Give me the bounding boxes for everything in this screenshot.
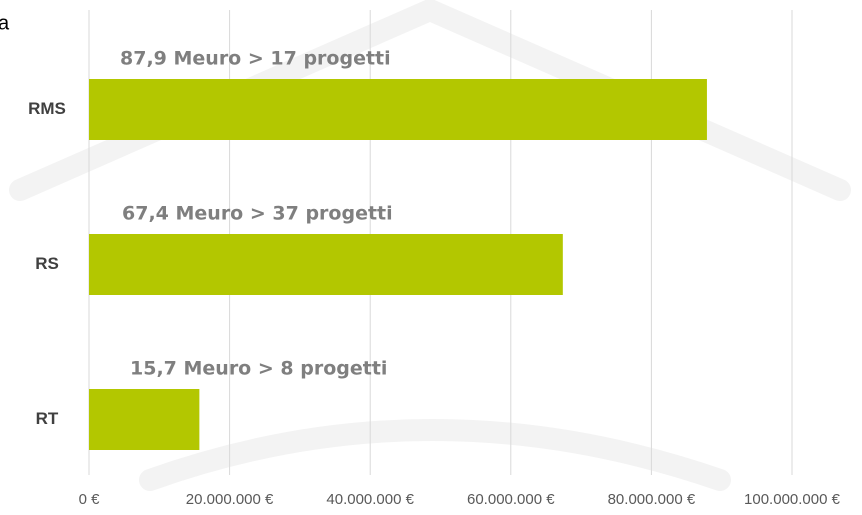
chart: a 0 € 20.000.000 € 40.000.000 € 60.000.000 … xyxy=(0,0,862,515)
bar xyxy=(89,389,199,450)
x-tick-label: 40.000.000 € xyxy=(326,491,414,508)
bar xyxy=(89,234,563,295)
watermark-arc xyxy=(150,430,720,480)
value-label: 67,4 Meuro > 37 progetti xyxy=(122,203,393,225)
value-label: 87,9 Meuro > 17 progetti xyxy=(120,48,391,70)
category-label: RT xyxy=(36,409,59,428)
value-label: 15,7 Meuro > 8 progetti xyxy=(130,358,387,380)
chart-title: a xyxy=(0,12,10,34)
x-tick-label: 60.000.000 € xyxy=(467,491,555,508)
x-tick-label: 20.000.000 € xyxy=(186,491,274,508)
category-label: RS xyxy=(35,254,59,273)
bar xyxy=(89,79,707,140)
x-tick-label: 80.000.000 € xyxy=(608,491,696,508)
x-tick-label: 100.000.000 € xyxy=(744,491,841,508)
category-label: RMS xyxy=(28,99,66,118)
x-tick-label: 0 € xyxy=(79,491,101,508)
